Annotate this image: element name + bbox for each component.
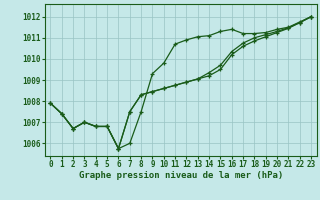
X-axis label: Graphe pression niveau de la mer (hPa): Graphe pression niveau de la mer (hPa) xyxy=(79,171,283,180)
